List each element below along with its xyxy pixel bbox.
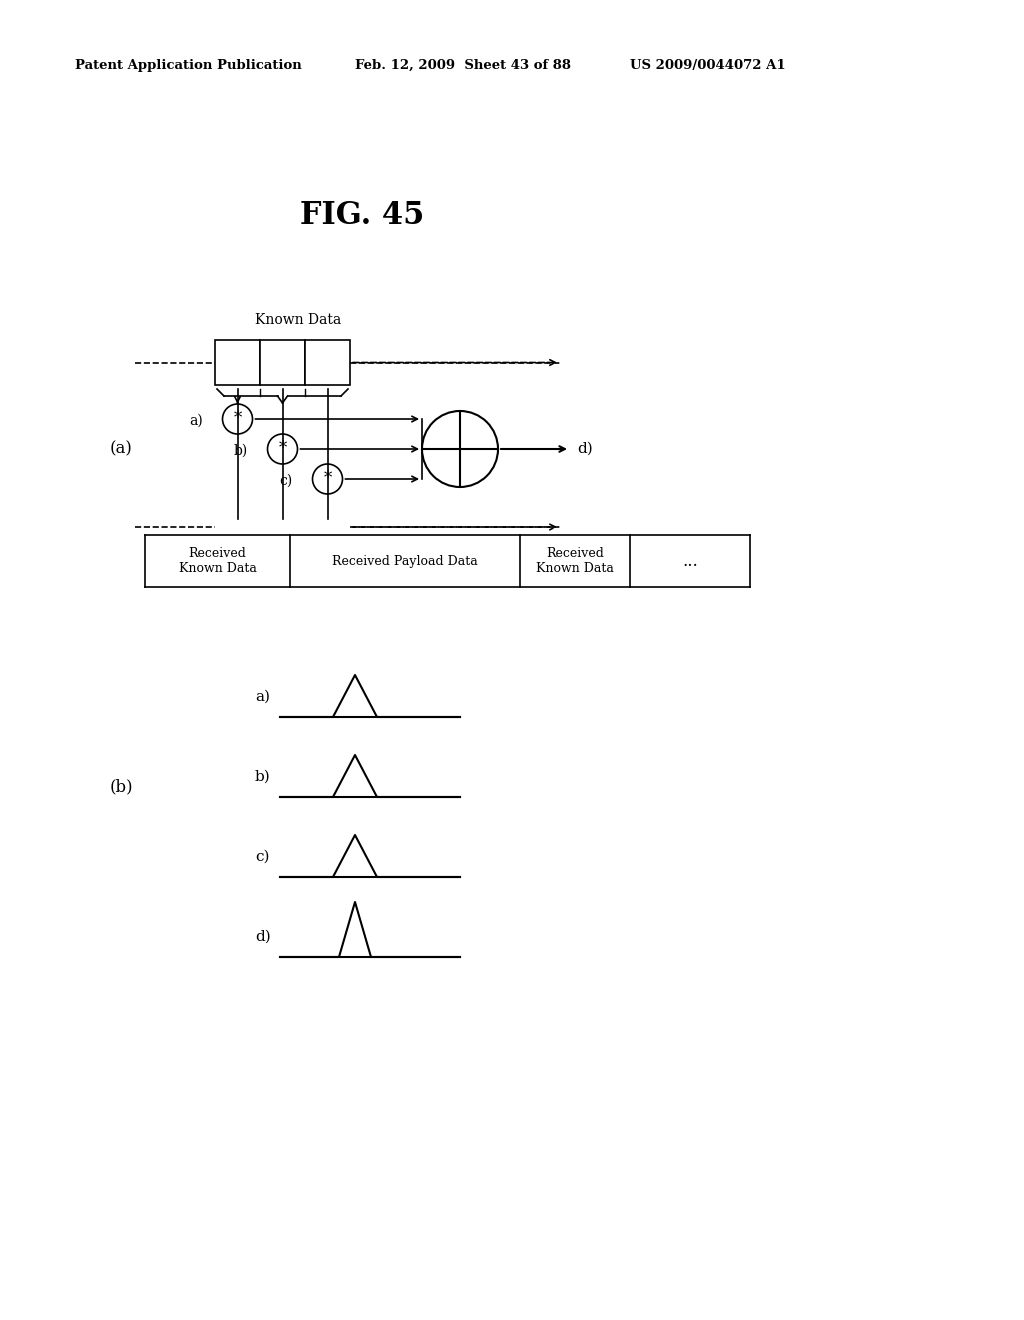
Text: d): d) (577, 442, 593, 455)
Text: ...: ... (682, 553, 698, 569)
Circle shape (312, 465, 342, 494)
Text: (b): (b) (110, 779, 133, 796)
Bar (260, 341, 305, 385)
Circle shape (222, 404, 253, 434)
Text: b): b) (233, 444, 248, 458)
Text: Received
Known Data: Received Known Data (536, 546, 614, 576)
Text: d): d) (255, 931, 270, 944)
Text: US 2009/0044072 A1: US 2009/0044072 A1 (630, 58, 785, 71)
Text: Feb. 12, 2009  Sheet 43 of 88: Feb. 12, 2009 Sheet 43 of 88 (355, 58, 571, 71)
Text: c): c) (255, 850, 269, 865)
Text: *: * (279, 441, 287, 458)
Circle shape (422, 411, 498, 487)
Text: (a): (a) (110, 441, 133, 458)
Text: a): a) (255, 690, 270, 704)
Text: *: * (233, 411, 242, 428)
Text: FIG. 45: FIG. 45 (300, 199, 424, 231)
Text: Received
Known Data: Received Known Data (178, 546, 256, 576)
Circle shape (267, 434, 298, 465)
Text: c): c) (280, 474, 293, 488)
Text: *: * (324, 470, 332, 487)
Bar (215, 341, 260, 385)
Bar (305, 341, 350, 385)
Text: Received Payload Data: Received Payload Data (332, 554, 478, 568)
Text: b): b) (255, 770, 270, 784)
Text: a): a) (188, 414, 203, 428)
Text: Patent Application Publication: Patent Application Publication (75, 58, 302, 71)
Text: Known Data: Known Data (255, 313, 341, 327)
